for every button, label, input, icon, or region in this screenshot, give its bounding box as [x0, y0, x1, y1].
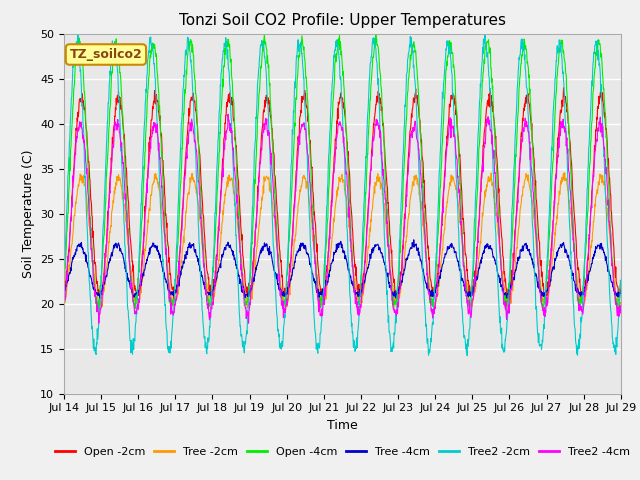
Tree -4cm — [503, 295, 511, 301]
Title: Tonzi Soil CO2 Profile: Upper Temperatures: Tonzi Soil CO2 Profile: Upper Temperatur… — [179, 13, 506, 28]
Tree -4cm — [184, 244, 191, 250]
Tree2 -2cm — [502, 331, 510, 337]
Tree -4cm — [246, 288, 254, 293]
Tree -2cm — [184, 191, 192, 196]
Open -2cm — [617, 287, 625, 293]
Tree -2cm — [561, 170, 568, 176]
Tree -2cm — [617, 300, 625, 306]
Open -2cm — [319, 301, 326, 307]
Tree -2cm — [171, 302, 179, 308]
Open -4cm — [429, 300, 437, 306]
Line: Tree -4cm: Tree -4cm — [64, 240, 621, 298]
Tree -4cm — [552, 258, 559, 264]
Tree2 -4cm — [171, 301, 179, 307]
Open -4cm — [184, 51, 191, 57]
Tree2 -4cm — [617, 304, 625, 310]
Tree -4cm — [429, 292, 437, 298]
Open -4cm — [246, 277, 254, 283]
Tree -2cm — [551, 229, 559, 235]
Tree2 -2cm — [429, 319, 436, 325]
Tree2 -4cm — [224, 111, 232, 117]
Line: Tree2 -2cm: Tree2 -2cm — [64, 34, 621, 356]
Tree2 -4cm — [502, 313, 510, 319]
Tree -2cm — [95, 305, 103, 311]
Line: Open -2cm: Open -2cm — [64, 88, 621, 304]
Tree2 -2cm — [170, 299, 178, 305]
Open -2cm — [429, 291, 437, 297]
Open -4cm — [552, 105, 559, 110]
Tree2 -4cm — [95, 320, 102, 326]
Tree -4cm — [502, 289, 509, 295]
Tree2 -2cm — [246, 267, 254, 273]
Legend: Open -2cm, Tree -2cm, Open -4cm, Tree -4cm, Tree2 -2cm, Tree2 -4cm: Open -2cm, Tree -2cm, Open -4cm, Tree -4… — [51, 443, 634, 461]
Tree -2cm — [502, 296, 509, 301]
Open -2cm — [170, 299, 178, 304]
Line: Tree2 -4cm: Tree2 -4cm — [64, 114, 621, 323]
Tree2 -4cm — [429, 311, 437, 316]
Tree -4cm — [410, 237, 418, 243]
Tree2 -4cm — [184, 141, 192, 147]
Tree2 -4cm — [60, 302, 68, 308]
Tree -4cm — [170, 291, 178, 297]
Open -4cm — [372, 31, 380, 36]
Open -2cm — [551, 182, 559, 188]
Tree2 -2cm — [617, 281, 625, 287]
Tree2 -2cm — [552, 75, 559, 81]
Open -4cm — [502, 298, 510, 303]
Open -2cm — [502, 284, 509, 290]
Y-axis label: Soil Temperature (C): Soil Temperature (C) — [22, 149, 35, 278]
Open -2cm — [246, 291, 254, 297]
Tree2 -2cm — [481, 31, 489, 36]
Open -4cm — [60, 286, 68, 292]
Tree2 -2cm — [463, 353, 471, 359]
Tree -4cm — [617, 287, 625, 293]
Tree2 -4cm — [552, 185, 559, 191]
Tree -2cm — [429, 300, 437, 306]
Tree2 -2cm — [60, 276, 68, 281]
Open -2cm — [560, 85, 568, 91]
Line: Open -4cm: Open -4cm — [64, 34, 621, 310]
Tree -2cm — [60, 298, 68, 303]
Open -4cm — [170, 296, 178, 301]
Tree2 -4cm — [247, 287, 255, 292]
Tree -2cm — [246, 300, 254, 305]
Line: Tree -2cm: Tree -2cm — [64, 173, 621, 308]
Tree -4cm — [60, 289, 68, 295]
Open -4cm — [502, 307, 509, 313]
X-axis label: Time: Time — [327, 419, 358, 432]
Open -4cm — [617, 279, 625, 285]
Open -2cm — [184, 126, 191, 132]
Tree2 -2cm — [184, 34, 191, 40]
Open -2cm — [60, 288, 68, 294]
Text: TZ_soilco2: TZ_soilco2 — [70, 48, 142, 61]
